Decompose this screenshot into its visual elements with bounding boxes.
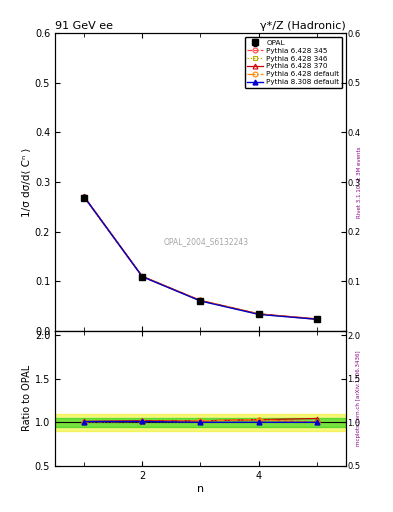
Text: mcplots.cern.ch [arXiv:1306.3436]: mcplots.cern.ch [arXiv:1306.3436]	[356, 351, 362, 446]
Text: OPAL_2004_S6132243: OPAL_2004_S6132243	[163, 237, 249, 246]
Pythia 6.428 345	[140, 273, 145, 280]
Pythia 6.428 default	[256, 311, 261, 317]
Legend: OPAL, Pythia 6.428 345, Pythia 6.428 346, Pythia 6.428 370, Pythia 6.428 default: OPAL, Pythia 6.428 345, Pythia 6.428 346…	[244, 37, 342, 88]
Pythia 6.428 345	[256, 311, 261, 317]
Pythia 8.308 default	[82, 194, 86, 200]
Pythia 8.308 default	[140, 273, 145, 280]
Bar	[55, 418, 346, 426]
Pythia 6.428 346	[140, 273, 145, 280]
Pythia 8.308 default	[256, 311, 261, 317]
Pythia 6.428 346	[198, 298, 203, 304]
X-axis label: n: n	[197, 483, 204, 494]
Pythia 6.428 default	[198, 297, 203, 304]
Pythia 6.428 370	[256, 311, 261, 317]
Line: Pythia 6.428 346: Pythia 6.428 346	[82, 195, 319, 322]
Line: Pythia 6.428 default: Pythia 6.428 default	[82, 195, 319, 322]
Pythia 6.428 345	[198, 297, 203, 304]
Pythia 8.308 default	[198, 298, 203, 304]
Line: Pythia 6.428 345: Pythia 6.428 345	[82, 195, 319, 322]
Pythia 6.428 345	[314, 316, 319, 323]
Bar	[55, 414, 346, 431]
Text: γ*/Z (Hadronic): γ*/Z (Hadronic)	[260, 21, 346, 31]
Text: 91 GeV ee: 91 GeV ee	[55, 21, 113, 31]
Pythia 6.428 default	[314, 316, 319, 323]
Pythia 6.428 370	[314, 316, 319, 322]
Line: Pythia 6.428 370: Pythia 6.428 370	[82, 194, 319, 321]
Pythia 6.428 345	[82, 194, 86, 200]
Line: Pythia 8.308 default: Pythia 8.308 default	[82, 195, 319, 322]
Pythia 8.308 default	[314, 316, 319, 323]
Pythia 6.428 370	[140, 273, 145, 279]
Pythia 6.428 default	[140, 273, 145, 280]
Pythia 6.428 370	[82, 194, 86, 200]
Pythia 6.428 346	[256, 311, 261, 317]
Y-axis label: 1/σ dσ/d⟨ Cⁿ ⟩: 1/σ dσ/d⟨ Cⁿ ⟩	[22, 147, 32, 217]
Pythia 6.428 default	[82, 194, 86, 200]
Pythia 6.428 346	[314, 316, 319, 323]
Y-axis label: Ratio to OPAL: Ratio to OPAL	[22, 365, 32, 432]
Pythia 6.428 370	[198, 297, 203, 304]
Pythia 6.428 346	[82, 194, 86, 200]
Text: Rivet 3.1.10, ≥ 3M events: Rivet 3.1.10, ≥ 3M events	[356, 146, 362, 218]
